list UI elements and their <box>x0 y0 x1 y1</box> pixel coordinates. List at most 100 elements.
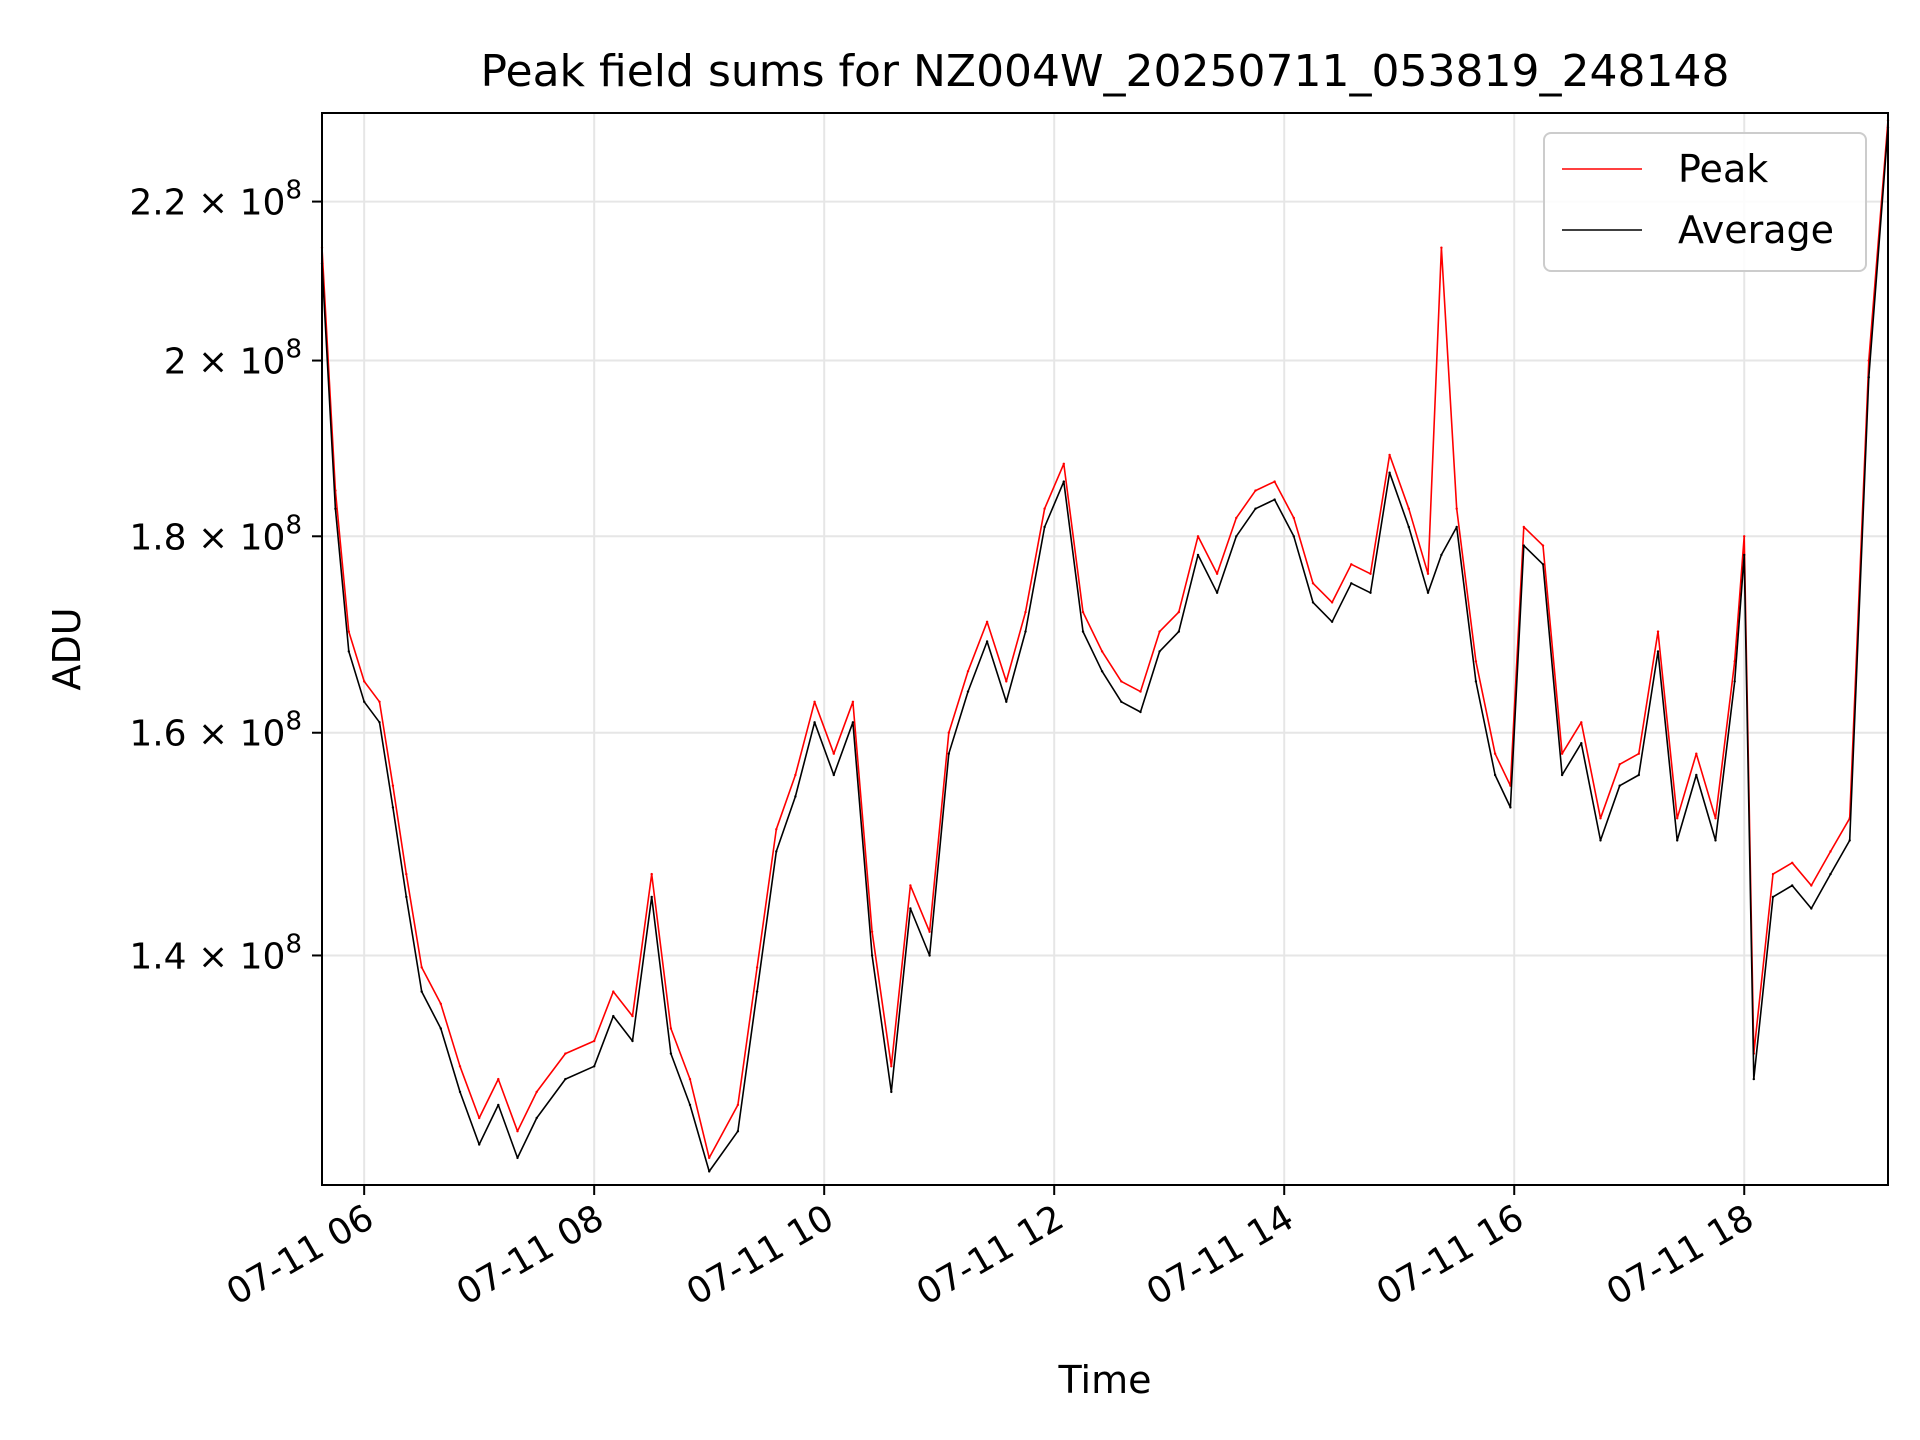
data-point-average <box>832 773 835 777</box>
data-point-average <box>794 795 797 798</box>
data-point-peak <box>458 1065 462 1068</box>
data-point-average <box>1714 839 1717 842</box>
y-axis: 1.4 × 108 1.6 × 108 1.8 × 108 2 × 108 2.2 × … <box>129 176 322 977</box>
data-point-peak <box>1215 572 1219 575</box>
y-tick-label: 2.2 × 108 <box>129 176 302 224</box>
data-point-peak <box>1474 660 1478 663</box>
data-point-peak <box>1541 544 1545 547</box>
data-point-average <box>890 1090 893 1094</box>
data-point-peak <box>439 1002 442 1005</box>
data-point-peak <box>631 1014 634 1018</box>
data-point-average <box>1350 582 1353 585</box>
data-point-average <box>363 700 366 703</box>
data-point-peak <box>391 784 395 787</box>
legend: Peak Average <box>1543 132 1867 272</box>
data-point-peak <box>1100 650 1104 653</box>
data-point-peak <box>851 700 855 703</box>
data-point-peak <box>1311 582 1315 585</box>
data-point-average <box>1235 535 1238 538</box>
data-point-average <box>1273 498 1276 501</box>
data-point-peak <box>1493 752 1497 755</box>
data-point-average <box>1388 471 1391 474</box>
data-point-peak <box>420 966 423 969</box>
data-point-average <box>1791 884 1794 887</box>
data-point-average <box>688 1103 692 1107</box>
data-point-peak <box>1139 690 1142 693</box>
data-point-peak <box>890 1065 893 1068</box>
data-point-peak <box>1656 630 1660 633</box>
data-point-average <box>516 1156 519 1160</box>
data-point-average <box>650 895 653 899</box>
data-point-average <box>347 650 350 653</box>
data-point-average <box>708 1170 711 1173</box>
y-tick-label: 1.4 × 108 <box>129 929 302 977</box>
data-point-peak <box>1599 817 1602 820</box>
data-point-average <box>1493 773 1497 777</box>
x-tick-label: 07-11 16 <box>1370 1197 1531 1313</box>
x-tick-label: 07-11 08 <box>450 1197 611 1313</box>
data-point-peak <box>1743 535 1746 538</box>
data-point-peak <box>669 1027 673 1030</box>
data-point-average <box>1810 907 1813 910</box>
data-point-peak <box>1733 660 1736 663</box>
y-tick-label: 1.6 × 108 <box>129 707 302 755</box>
x-tick-label: 07-11 14 <box>1140 1197 1301 1313</box>
data-point-average <box>334 507 337 510</box>
data-point-peak <box>1637 752 1641 755</box>
data-point-average <box>439 1027 442 1030</box>
data-point-peak <box>363 680 366 683</box>
data-point-peak <box>1081 610 1085 614</box>
data-point-peak <box>794 773 797 777</box>
data-point-average <box>1829 872 1832 876</box>
data-point-average <box>755 990 759 993</box>
data-point-average <box>1024 630 1027 633</box>
data-point-average <box>1311 601 1315 604</box>
data-point-peak <box>497 1077 500 1081</box>
data-point-peak <box>688 1077 692 1081</box>
data-point-average <box>1733 680 1736 683</box>
data-point-peak <box>832 752 835 755</box>
data-point-average <box>909 907 912 910</box>
data-point-average <box>1440 553 1443 557</box>
series-line-average <box>321 127 1889 1173</box>
data-point-average <box>813 721 816 724</box>
data-point-average <box>1455 525 1458 529</box>
data-point-peak <box>870 930 874 933</box>
data-point-peak <box>1580 721 1583 724</box>
data-point-peak <box>1330 601 1334 604</box>
data-point-peak <box>1407 507 1411 510</box>
data-point-peak <box>1695 752 1698 755</box>
data-point-average <box>669 1052 673 1055</box>
data-point-peak <box>1440 246 1443 249</box>
x-tick-label: 07-11 10 <box>680 1197 841 1313</box>
data-point-average <box>1158 650 1161 653</box>
data-point-peak <box>1062 462 1066 465</box>
data-point-peak <box>1292 516 1296 520</box>
data-point-average <box>1062 480 1066 483</box>
plot-frame <box>321 112 1889 1186</box>
data-point-average <box>458 1090 462 1094</box>
legend-label-average: Average <box>1678 208 1834 252</box>
data-point-peak <box>1522 525 1526 529</box>
data-point-average <box>1254 507 1257 510</box>
data-point-average <box>1695 773 1698 777</box>
x-axis-label: Time <box>1058 1358 1152 1402</box>
data-point-peak <box>1024 610 1027 614</box>
data-point-average <box>851 721 855 724</box>
data-point-peak <box>708 1156 711 1160</box>
data-point-average <box>1656 650 1660 653</box>
series-group <box>320 119 1890 1173</box>
data-point-average <box>1637 773 1641 777</box>
data-point-peak <box>1369 572 1372 575</box>
data-point-peak <box>564 1052 567 1055</box>
x-tick-label: 07-11 18 <box>1600 1197 1761 1313</box>
data-point-peak <box>1350 563 1353 566</box>
data-point-average <box>405 895 408 899</box>
data-point-average <box>1292 535 1296 538</box>
data-point-average <box>1848 839 1851 842</box>
y-axis-label: ADU <box>45 607 89 690</box>
data-point-peak <box>1043 507 1046 510</box>
data-point-average <box>1081 630 1085 633</box>
y-tick-label: 2 × 108 <box>164 335 302 383</box>
data-point-peak <box>1273 480 1276 483</box>
